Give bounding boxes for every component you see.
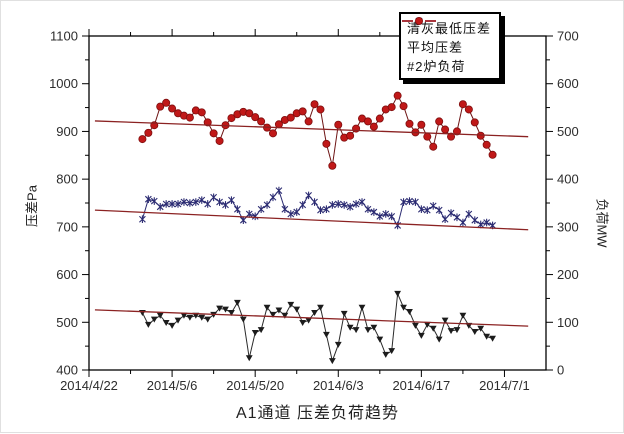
svg-text:2014/5/20: 2014/5/20 bbox=[226, 378, 284, 393]
legend-label: #2炉负荷 bbox=[407, 58, 466, 74]
svg-text:200: 200 bbox=[557, 267, 579, 282]
legend-marker-circle-icon bbox=[402, 17, 436, 25]
legend-item-1: 平均压差 bbox=[402, 17, 491, 55]
series-2 bbox=[138, 91, 497, 170]
legend-label: 清灰最低压差 bbox=[407, 20, 492, 36]
series-1 bbox=[139, 186, 496, 230]
svg-text:500: 500 bbox=[557, 124, 579, 139]
svg-text:0: 0 bbox=[557, 363, 564, 378]
legend-item-2: #2炉负荷 bbox=[402, 17, 491, 74]
svg-text:2014/6/17: 2014/6/17 bbox=[392, 378, 450, 393]
svg-text:600: 600 bbox=[557, 76, 579, 91]
svg-text:700: 700 bbox=[56, 219, 78, 234]
chart-title: A1通道 压差负荷趋势 bbox=[235, 405, 400, 422]
svg-text:400: 400 bbox=[557, 172, 579, 187]
svg-text:400: 400 bbox=[56, 363, 78, 378]
svg-text:100: 100 bbox=[557, 315, 579, 330]
legend-label: 平均压差 bbox=[407, 39, 464, 55]
svg-text:300: 300 bbox=[557, 219, 579, 234]
svg-text:2014/4/22: 2014/4/22 bbox=[60, 378, 118, 393]
left-axis-title: 压差Pa bbox=[24, 185, 40, 227]
svg-text:1100: 1100 bbox=[50, 29, 78, 44]
svg-text:500: 500 bbox=[56, 315, 78, 330]
svg-text:900: 900 bbox=[56, 124, 78, 139]
svg-text:2014/5/6: 2014/5/6 bbox=[147, 378, 198, 393]
right-axis-title: 负荷MW bbox=[594, 198, 610, 248]
svg-text:2014/7/1: 2014/7/1 bbox=[479, 378, 530, 393]
svg-text:700: 700 bbox=[557, 29, 579, 44]
svg-text:600: 600 bbox=[56, 267, 78, 282]
svg-text:800: 800 bbox=[56, 172, 78, 187]
svg-text:1000: 1000 bbox=[49, 76, 78, 91]
chart-legend: 清灰最低压差 平均压差 #2炉负荷 bbox=[399, 12, 502, 80]
series-0 bbox=[139, 290, 496, 365]
svg-text:2014/6/3: 2014/6/3 bbox=[313, 378, 364, 393]
